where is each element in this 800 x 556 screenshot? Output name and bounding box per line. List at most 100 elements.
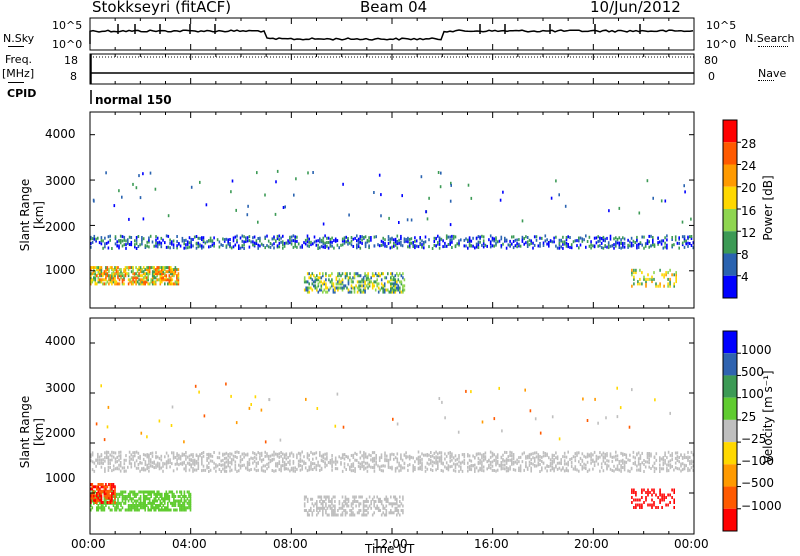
power-cell	[521, 238, 524, 242]
power-cell	[400, 243, 402, 247]
power-cell	[239, 246, 242, 250]
velocity-cell	[167, 454, 170, 458]
power-cell	[154, 280, 157, 284]
velocity-cell	[267, 461, 270, 465]
velocity-cell	[148, 499, 151, 503]
power-cell	[526, 236, 529, 239]
velocity-cell	[376, 506, 378, 510]
power-cell	[325, 282, 327, 286]
power-cell	[673, 282, 675, 286]
velocity-cell	[150, 508, 152, 512]
power-cell	[647, 277, 649, 281]
power-cell	[678, 241, 680, 245]
velocity-cell	[454, 466, 457, 469]
velocity-cell	[558, 466, 561, 470]
velocity-cell	[155, 451, 157, 455]
power-cell	[532, 246, 534, 250]
power-cell	[171, 272, 174, 276]
power-cell	[118, 246, 120, 250]
velocity-cell	[132, 458, 134, 462]
velocity-cell	[407, 468, 409, 472]
power-cell	[489, 242, 492, 246]
velocity-cell	[282, 452, 284, 456]
velocity-cell	[173, 492, 175, 496]
velocity-cell	[156, 490, 158, 494]
power-cell	[377, 274, 380, 278]
velocity-cell	[380, 502, 383, 506]
power-colorbar-title: Power [dB]	[761, 175, 775, 241]
power-cell	[167, 234, 170, 238]
power-cell	[177, 268, 180, 272]
velocity-cell	[637, 462, 640, 466]
power-cell	[333, 246, 335, 250]
velocity-cell	[354, 467, 356, 471]
velocity-cell	[165, 490, 168, 494]
power-colorbar-segment	[723, 231, 737, 254]
power-cell	[562, 246, 564, 250]
velocity-cell	[481, 460, 483, 464]
power-cell	[367, 278, 369, 282]
velocity-cell	[199, 453, 201, 457]
power-cell	[94, 276, 97, 280]
power-cell	[327, 246, 330, 250]
power-cell	[153, 282, 155, 286]
velocity-cell	[90, 455, 92, 459]
power-cell	[271, 243, 274, 247]
power-cell	[653, 277, 655, 281]
power-cell	[105, 268, 107, 272]
velocity-cell	[230, 394, 232, 398]
velocity-cell	[154, 497, 157, 501]
velocity-cell	[505, 457, 508, 461]
power-cell	[533, 243, 536, 247]
power-cell	[151, 282, 154, 286]
velocity-cell	[511, 460, 513, 464]
power-cell	[352, 276, 354, 280]
velocity-cell	[179, 499, 181, 503]
velocity-cell	[169, 458, 171, 462]
velocity-cell	[389, 455, 392, 459]
power-cell	[317, 247, 319, 250]
power-cell	[105, 272, 107, 276]
velocity-cell	[488, 458, 490, 462]
power-cell	[548, 241, 550, 244]
power-cell	[685, 241, 687, 245]
power-cell	[173, 272, 175, 276]
velocity-cell	[111, 458, 113, 462]
velocity-cell	[666, 456, 668, 460]
power-cell	[655, 282, 657, 286]
power-cell	[113, 204, 116, 208]
power-cell	[402, 276, 404, 280]
velocity-cell	[316, 506, 318, 510]
power-cell	[306, 237, 309, 241]
power-cell	[91, 278, 94, 282]
velocity-cell	[201, 452, 203, 455]
power-cell	[347, 282, 350, 286]
velocity-cell	[368, 453, 370, 457]
power-cell	[99, 280, 101, 284]
velocity-cell	[208, 470, 210, 473]
velocity-cell	[133, 504, 136, 507]
velocity-cell	[437, 463, 439, 467]
velocity-cell	[128, 450, 131, 454]
power-cell	[141, 236, 143, 239]
power-cell	[171, 268, 174, 272]
power-cell	[108, 282, 110, 286]
power-cell	[341, 237, 344, 241]
velocity-cell	[592, 453, 594, 457]
velocity-cell	[373, 466, 376, 470]
power-cell	[103, 282, 106, 286]
power-cell	[377, 282, 380, 286]
power-cell	[164, 274, 166, 278]
velocity-cell	[502, 453, 504, 457]
power-cell	[583, 238, 585, 242]
power-cell	[153, 268, 155, 272]
power-cell	[387, 272, 389, 276]
power-cell	[380, 243, 383, 247]
velocity-cell	[345, 455, 347, 458]
power-colorbar-segment	[723, 253, 737, 276]
velocity-cell	[331, 497, 333, 501]
power-cell	[504, 236, 506, 240]
velocity-cell	[574, 467, 577, 471]
velocity-cell	[655, 506, 657, 509]
velocity-cell	[230, 468, 233, 472]
